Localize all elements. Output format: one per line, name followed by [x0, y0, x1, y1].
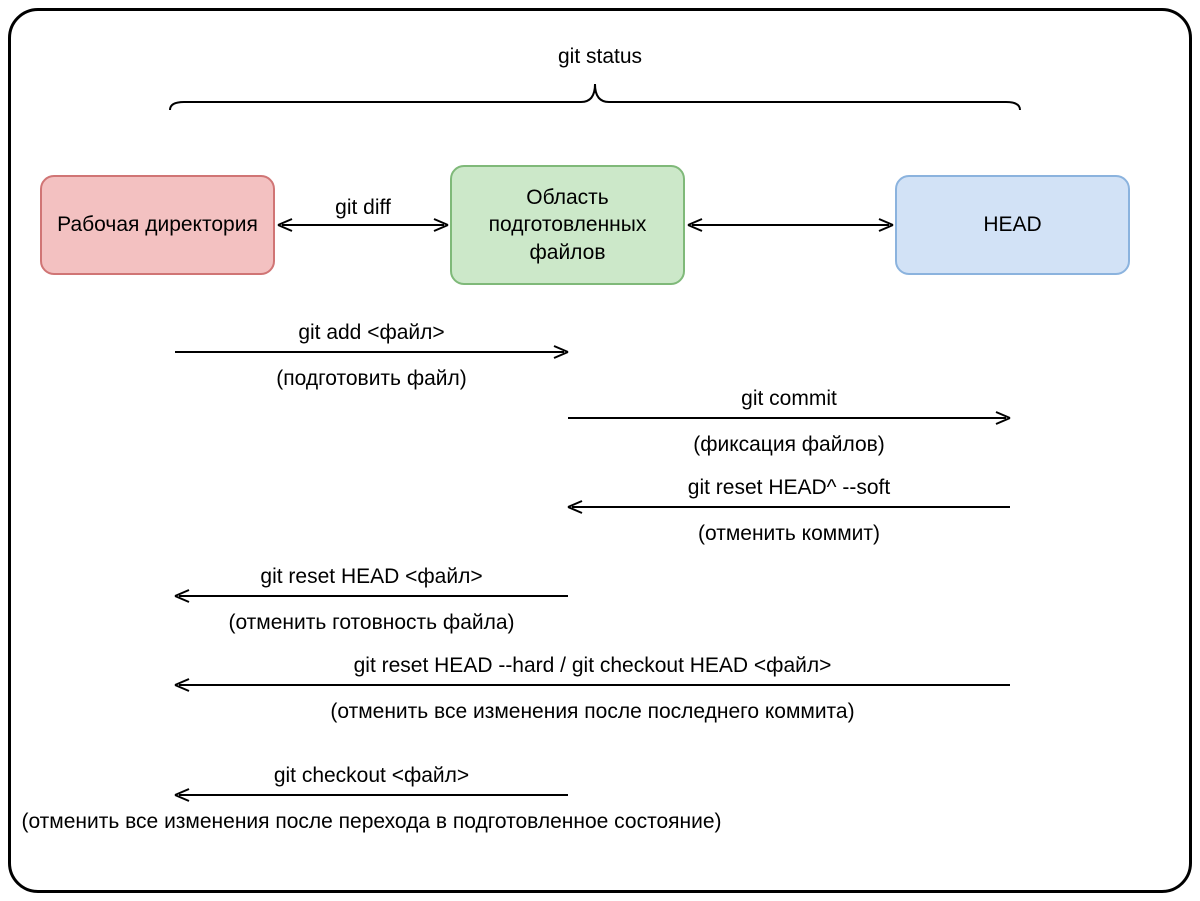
- diagram-frame: [8, 8, 1192, 893]
- brace-label: git status: [0, 45, 1200, 69]
- arrow-label-diff: git diff: [303, 196, 423, 220]
- node-staging: Область подготовленных файлов: [450, 165, 685, 285]
- node-head: HEAD: [895, 175, 1130, 275]
- diagram-container: git status Рабочая директория Область по…: [0, 0, 1200, 901]
- node-working-dir: Рабочая директория: [40, 175, 275, 275]
